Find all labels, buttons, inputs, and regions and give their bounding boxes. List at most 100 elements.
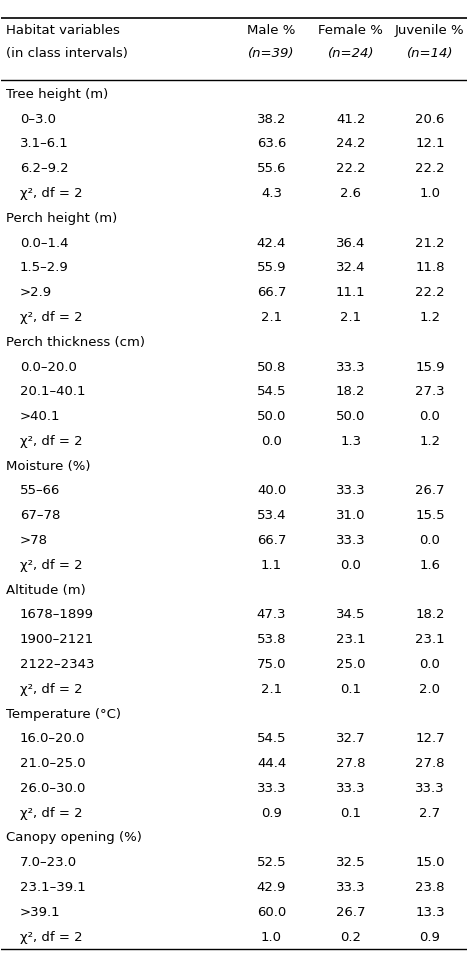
Text: 66.7: 66.7 xyxy=(257,534,286,547)
Text: 15.5: 15.5 xyxy=(415,510,445,522)
Text: χ², df = 2: χ², df = 2 xyxy=(20,435,82,448)
Text: Female %: Female % xyxy=(319,24,383,37)
Text: 22.2: 22.2 xyxy=(415,286,445,299)
Text: 0.0: 0.0 xyxy=(340,559,361,572)
Text: 0.2: 0.2 xyxy=(340,930,361,944)
Text: 0.0–1.4: 0.0–1.4 xyxy=(20,237,69,250)
Text: 2.1: 2.1 xyxy=(261,683,282,696)
Text: 36.4: 36.4 xyxy=(336,237,365,250)
Text: 6.2–9.2: 6.2–9.2 xyxy=(20,163,69,175)
Text: 15.9: 15.9 xyxy=(415,360,445,374)
Text: 23.1: 23.1 xyxy=(336,633,365,646)
Text: 50.0: 50.0 xyxy=(336,410,365,424)
Text: >39.1: >39.1 xyxy=(20,905,61,919)
Text: χ², df = 2: χ², df = 2 xyxy=(20,683,82,696)
Text: 42.9: 42.9 xyxy=(257,881,286,894)
Text: 32.4: 32.4 xyxy=(336,261,365,274)
Text: Tree height (m): Tree height (m) xyxy=(6,88,108,101)
Text: 50.0: 50.0 xyxy=(257,410,286,424)
Text: Perch height (m): Perch height (m) xyxy=(6,212,117,225)
Text: 33.3: 33.3 xyxy=(336,485,365,497)
Text: Habitat variables: Habitat variables xyxy=(6,24,120,37)
Text: 44.4: 44.4 xyxy=(257,757,286,771)
Text: (n=14): (n=14) xyxy=(407,47,453,60)
Text: 32.5: 32.5 xyxy=(336,857,365,869)
Text: 1900–2121: 1900–2121 xyxy=(20,633,94,646)
Text: 52.5: 52.5 xyxy=(257,857,286,869)
Text: 18.2: 18.2 xyxy=(336,385,365,399)
Text: Canopy opening (%): Canopy opening (%) xyxy=(6,832,142,844)
Text: 0.0: 0.0 xyxy=(419,658,440,671)
Text: 15.0: 15.0 xyxy=(415,857,445,869)
Text: 33.3: 33.3 xyxy=(257,782,286,794)
Text: 32.7: 32.7 xyxy=(336,732,365,746)
Text: 2.1: 2.1 xyxy=(261,311,282,324)
Text: 1.5–2.9: 1.5–2.9 xyxy=(20,261,69,274)
Text: 1.6: 1.6 xyxy=(419,559,440,572)
Text: 42.4: 42.4 xyxy=(257,237,286,250)
Text: 33.3: 33.3 xyxy=(336,360,365,374)
Text: Male %: Male % xyxy=(247,24,296,37)
Text: Temperature (°C): Temperature (°C) xyxy=(6,707,121,721)
Text: 18.2: 18.2 xyxy=(415,608,445,621)
Text: 1.1: 1.1 xyxy=(261,559,282,572)
Text: 40.0: 40.0 xyxy=(257,485,286,497)
Text: (n=39): (n=39) xyxy=(248,47,295,60)
Text: 60.0: 60.0 xyxy=(257,905,286,919)
Text: 1.2: 1.2 xyxy=(419,311,440,324)
Text: 26.7: 26.7 xyxy=(336,905,365,919)
Text: 2.1: 2.1 xyxy=(340,311,361,324)
Text: 23.1: 23.1 xyxy=(415,633,445,646)
Text: 2122–2343: 2122–2343 xyxy=(20,658,94,671)
Text: 20.6: 20.6 xyxy=(415,113,445,125)
Text: 3.1–6.1: 3.1–6.1 xyxy=(20,138,69,150)
Text: 0.9: 0.9 xyxy=(419,930,440,944)
Text: 53.4: 53.4 xyxy=(257,510,286,522)
Text: 75.0: 75.0 xyxy=(257,658,286,671)
Text: 53.8: 53.8 xyxy=(257,633,286,646)
Text: 47.3: 47.3 xyxy=(257,608,286,621)
Text: 2.6: 2.6 xyxy=(340,187,361,200)
Text: 1.0: 1.0 xyxy=(419,187,440,200)
Text: 33.3: 33.3 xyxy=(336,782,365,794)
Text: 22.2: 22.2 xyxy=(415,163,445,175)
Text: 0.1: 0.1 xyxy=(340,807,361,819)
Text: 54.5: 54.5 xyxy=(257,732,286,746)
Text: 0.0: 0.0 xyxy=(419,534,440,547)
Text: 33.3: 33.3 xyxy=(415,782,445,794)
Text: 0.0: 0.0 xyxy=(261,435,282,448)
Text: 33.3: 33.3 xyxy=(336,881,365,894)
Text: 54.5: 54.5 xyxy=(257,385,286,399)
Text: 7.0–23.0: 7.0–23.0 xyxy=(20,857,77,869)
Text: Altitude (m): Altitude (m) xyxy=(6,583,86,597)
Text: 33.3: 33.3 xyxy=(336,534,365,547)
Text: 50.8: 50.8 xyxy=(257,360,286,374)
Text: 55.6: 55.6 xyxy=(257,163,286,175)
Text: 1678–1899: 1678–1899 xyxy=(20,608,94,621)
Text: 27.8: 27.8 xyxy=(415,757,445,771)
Text: 25.0: 25.0 xyxy=(336,658,365,671)
Text: 22.2: 22.2 xyxy=(336,163,365,175)
Text: 21.2: 21.2 xyxy=(415,237,445,250)
Text: 67–78: 67–78 xyxy=(20,510,60,522)
Text: 16.0–20.0: 16.0–20.0 xyxy=(20,732,85,746)
Text: 12.7: 12.7 xyxy=(415,732,445,746)
Text: 23.8: 23.8 xyxy=(415,881,445,894)
Text: 27.8: 27.8 xyxy=(336,757,365,771)
Text: 13.3: 13.3 xyxy=(415,905,445,919)
Text: 66.7: 66.7 xyxy=(257,286,286,299)
Text: χ², df = 2: χ², df = 2 xyxy=(20,187,82,200)
Text: (n=24): (n=24) xyxy=(328,47,374,60)
Text: 0.9: 0.9 xyxy=(261,807,282,819)
Text: 12.1: 12.1 xyxy=(415,138,445,150)
Text: 55.9: 55.9 xyxy=(257,261,286,274)
Text: 1.3: 1.3 xyxy=(340,435,361,448)
Text: 24.2: 24.2 xyxy=(336,138,365,150)
Text: 1.0: 1.0 xyxy=(261,930,282,944)
Text: 41.2: 41.2 xyxy=(336,113,365,125)
Text: Moisture (%): Moisture (%) xyxy=(6,460,91,472)
Text: (in class intervals): (in class intervals) xyxy=(6,47,128,60)
Text: 2.7: 2.7 xyxy=(419,807,440,819)
Text: 38.2: 38.2 xyxy=(257,113,286,125)
Text: χ², df = 2: χ², df = 2 xyxy=(20,930,82,944)
